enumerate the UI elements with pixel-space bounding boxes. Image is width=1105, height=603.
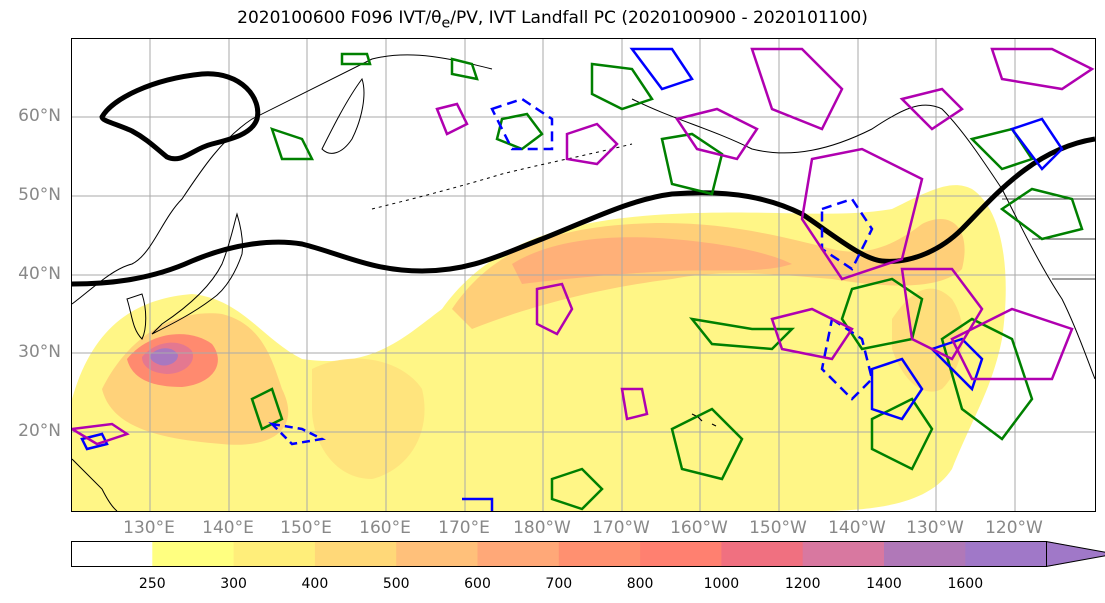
colorbar-tick-label: 1600 [947,576,984,592]
green-contour-15 [969,127,1034,171]
ivt-colorbar [71,541,1105,567]
magenta-contour-5 [750,47,844,131]
lon-label-160e: 160°E [359,518,411,538]
colorbar-tick-label: 250 [138,576,166,592]
magenta-contour-4 [674,107,759,161]
blue-contour-5 [870,357,924,421]
map-panel[interactable] [71,38,1096,512]
colorbar-segment [721,541,804,567]
magenta-contour-9 [950,307,1074,381]
green-contour-3 [495,112,544,151]
magenta-contour-13 [899,87,964,131]
lon-label-170e: 170°E [438,518,490,538]
green-contour-2 [450,57,479,81]
lon-label-150w: 150°W [749,518,807,538]
colorbar-segment [314,541,397,567]
blue-contour-7 [1009,117,1064,171]
colorbar-tick-label: 1000 [703,576,740,592]
colorbar-tick-label: 300 [220,576,247,592]
black-contour [72,71,1095,287]
magenta-contour-1 [535,282,574,336]
green-contour-12 [870,397,934,471]
magenta-contour-7 [770,307,854,361]
colorbar-segment [71,541,153,567]
ivt-band-lower [312,358,425,479]
magenta-contour-6 [800,147,924,281]
green-contour-14 [999,187,1084,241]
magenta-contour-11 [620,387,649,421]
black-contour-main [72,136,1095,287]
blue-contour-8 [80,432,109,451]
lat-label-40n: 40°N [18,264,61,284]
blue-contour-10 [268,422,326,446]
colorbar-outline [71,541,1047,567]
philippines [72,458,118,511]
lat-label-30n: 30°N [18,342,61,362]
lon-label-160w: 160°W [670,518,728,538]
magenta-contour-2 [435,102,469,136]
green-contour-10 [550,467,604,511]
colorbar-tick-label: 1400 [866,576,902,592]
blue-contour-2 [629,47,694,91]
green-contour-6 [270,127,315,161]
blue-contours [80,47,1064,511]
green-contour-9 [670,407,744,481]
lon-label-120w: 120°W [985,518,1043,538]
lat-label-20n: 20°N [18,421,61,441]
green-contour-11 [940,317,1034,441]
lon-label-180w: 180°W [513,518,571,538]
blue-contour-6 [929,337,984,392]
colorbar-tick-label: 1200 [784,576,821,592]
na-interior [1002,198,1095,280]
colorbar-segment [233,541,316,567]
lon-label-140e: 140°E [202,518,254,538]
magenta-contour-3 [565,122,619,166]
blue-contour-1 [490,97,554,151]
map-title: 2020100600 F096 IVT/θe/PV, IVT Landfall … [237,8,868,32]
magenta-contour-12 [72,422,130,446]
colorbar-tick-label: 500 [382,576,410,592]
colorbar-tick-label: 600 [464,576,491,592]
japan-coast [151,212,243,335]
lon-label-130e: 130°E [123,518,175,538]
colorbar-segments [71,541,1105,567]
colorbar-tick-label: 700 [545,576,573,592]
ivt-band-500 [512,237,792,284]
magenta-contours [72,47,1095,446]
black-contour-loop [99,71,261,162]
colorbar-tick-label: 400 [301,576,329,592]
green-contour-8 [688,317,796,351]
green-contours [250,52,1084,511]
korea-coast [126,293,147,340]
green-contour-4 [590,62,654,111]
colorbar-arrow-outline [1045,541,1105,567]
lon-label-150e: 150°E [280,518,332,538]
blue-contour-9 [462,497,494,511]
map-canvas [72,39,1095,511]
colorbar-segment [965,541,1105,567]
lat-label-50n: 50°N [18,185,61,205]
colorbar-segment [884,541,966,567]
magenta-contour-10 [990,47,1095,91]
lon-label-130w: 130°W [906,518,964,538]
colorbar-segment [396,541,478,567]
colorbar-segment [640,541,722,567]
lon-label-170w: 170°W [592,518,650,538]
magenta-contour-8 [900,267,984,361]
lon-label-140w: 140°W [828,518,886,538]
colorbar-segment [558,541,641,567]
colorbar-segment [152,541,235,567]
alaska-coast [631,98,1095,380]
lat-label-60n: 60°N [18,106,61,126]
green-contour-13 [250,387,284,431]
colorbar-tick-label: 800 [626,576,654,592]
colorbar-segment [477,541,560,567]
colorbar-segment [802,541,885,567]
aleutians [371,143,633,210]
green-contour-1 [340,52,372,66]
map-gridlines [72,39,1095,511]
kamchatka-coast [321,77,365,154]
